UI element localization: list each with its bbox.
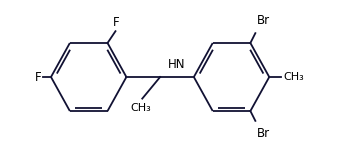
Text: F: F — [113, 16, 120, 29]
Text: Br: Br — [257, 127, 271, 140]
Text: CH₃: CH₃ — [130, 103, 150, 113]
Text: Br: Br — [257, 14, 271, 27]
Text: CH₃: CH₃ — [283, 72, 304, 82]
Text: F: F — [34, 71, 41, 84]
Text: HN: HN — [168, 58, 186, 71]
